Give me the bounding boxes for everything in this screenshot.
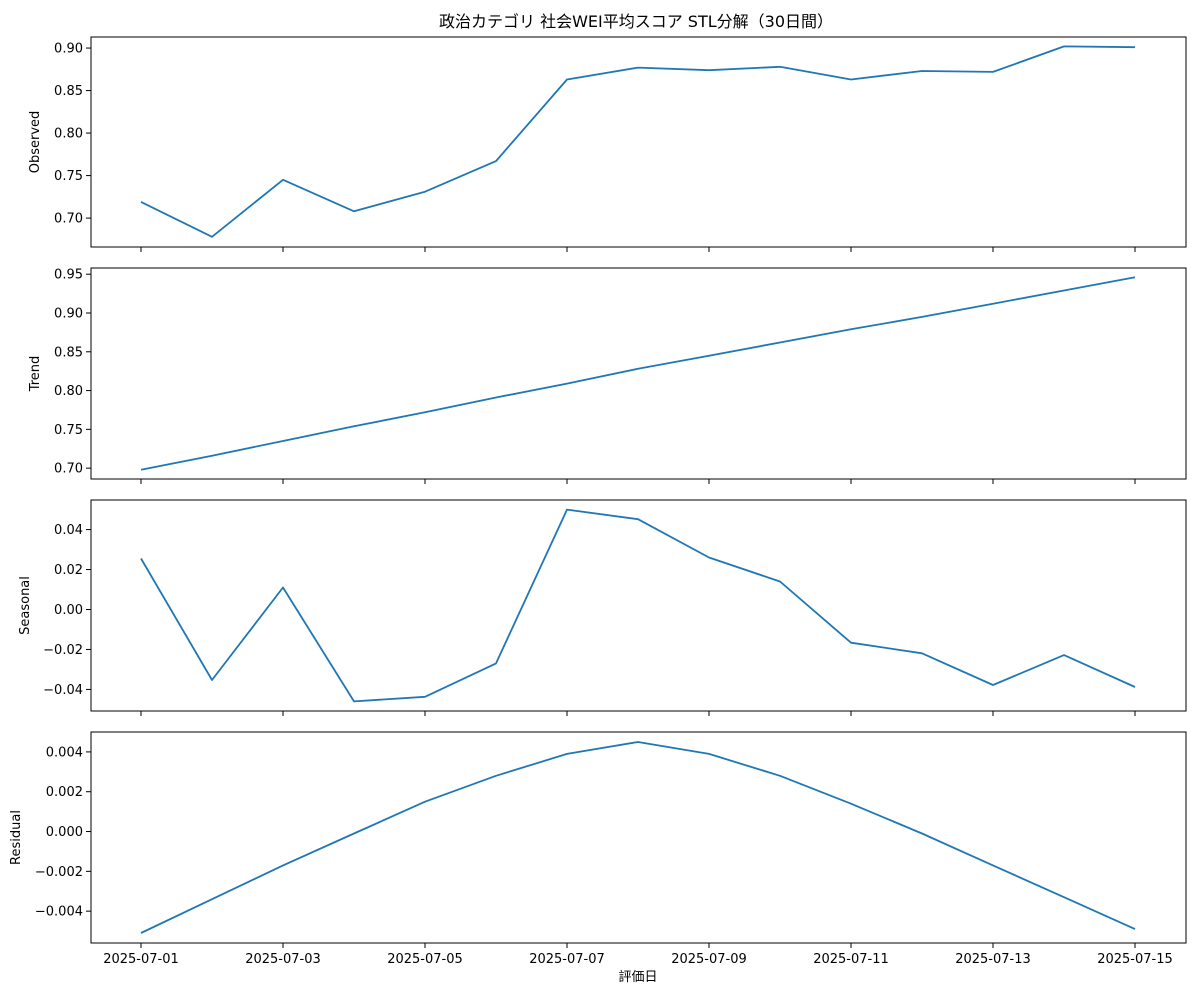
x-tick-label: 2025-07-11 [813,952,889,967]
y-tick-label: −0.004 [35,905,83,920]
y-tick-label: 0.004 [46,745,83,760]
x-axis-ticks: 2025-07-01 2025-07-03 2025-07-05 2025-07-07… [103,952,1173,967]
panel-frame [90,731,1187,944]
x-tick-label: 2025-07-01 [103,952,179,967]
x-tick-label: 2025-07-09 [671,952,747,967]
series-line-observed [140,45,1136,238]
y-tick-label: 0.002 [46,785,83,800]
y-tick-label: 0.80 [54,384,83,399]
y-axis-label: Observed [28,111,43,174]
y-tick-label: 0.000 [46,825,83,840]
panel-frame [90,36,1187,248]
panel-seasonal: −0.04 −0.02 0.00 0.02 0.04 Seasonal [18,499,1187,716]
chart-title: 政治カテゴリ 社会WEI平均スコア STL分解（30日間） [439,12,833,31]
series-line-trend [140,276,1136,471]
y-tick-label: −0.002 [35,865,83,880]
series-line-residual [140,741,1136,934]
x-tick-label: 2025-07-03 [245,952,321,967]
y-tick-label: 0.75 [54,423,83,438]
panel-residual: −0.004 −0.002 0.000 0.002 0.004 Residual [9,731,1187,948]
y-tick-label: 0.95 [54,268,83,283]
y-tick-label: 0.80 [54,127,83,142]
y-tick-label: 0.02 [54,563,83,578]
y-axis-label: Seasonal [18,576,33,635]
y-tick-label: 0.04 [54,523,83,538]
y-tick-label: −0.04 [43,683,83,698]
y-tick-label: 0.70 [54,212,83,227]
y-tick-label: 0.00 [54,603,83,618]
y-tick-label: −0.02 [43,643,83,658]
x-tick-label: 2025-07-07 [529,952,605,967]
panel-frame [90,499,1187,712]
panel-observed: 0.70 0.75 0.80 0.85 0.90 Observed [28,36,1187,252]
y-tick-label: 0.75 [54,169,83,184]
x-tick-label: 2025-07-05 [387,952,463,967]
panel-frame [90,267,1187,480]
series-line-seasonal [140,508,1136,703]
y-tick-label: 0.90 [54,42,83,57]
y-axis-label: Trend [28,356,43,393]
panels-group: 0.70 0.75 0.80 0.85 0.90 Observed 0.70 0.75 0.80… [9,36,1187,948]
x-tick-label: 2025-07-13 [955,952,1031,967]
y-tick-label: 0.90 [54,306,83,321]
y-tick-label: 0.70 [54,462,83,477]
y-tick-label: 0.85 [54,345,83,360]
x-tick-label: 2025-07-15 [1097,952,1173,967]
x-axis-label: 評価日 [618,970,657,985]
y-axis-label: Residual [9,810,24,865]
panel-trend: 0.70 0.75 0.80 0.85 0.90 0.95 Trend [28,267,1187,484]
y-tick-label: 0.85 [54,84,83,99]
